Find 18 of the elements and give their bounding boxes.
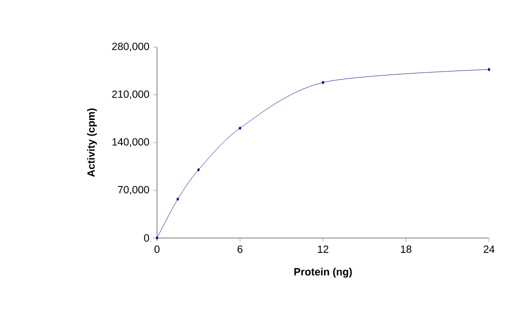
x-tick-label: 6 bbox=[238, 246, 242, 253]
point bbox=[176, 197, 180, 201]
y-tick-label: 70,000 bbox=[118, 186, 150, 195]
point bbox=[156, 236, 158, 240]
point bbox=[197, 168, 200, 172]
point bbox=[322, 80, 324, 84]
y-tick-label: 0 bbox=[144, 234, 150, 242]
y-tick-label: 140,000 bbox=[112, 138, 150, 147]
point bbox=[488, 68, 490, 72]
x-axis-title: Protein (ng) bbox=[294, 268, 352, 278]
y-tick-label: 280,000 bbox=[112, 42, 150, 52]
x-tick-label: 24 bbox=[484, 246, 495, 253]
point bbox=[238, 126, 242, 130]
y-tick-label: 210,000 bbox=[112, 90, 150, 100]
y-axis-title: Activity (cpm) bbox=[87, 108, 97, 177]
x-tick-label: 0 bbox=[154, 246, 160, 253]
x-tick-label: 18 bbox=[400, 246, 412, 253]
x-tick-label: 12 bbox=[318, 246, 328, 253]
